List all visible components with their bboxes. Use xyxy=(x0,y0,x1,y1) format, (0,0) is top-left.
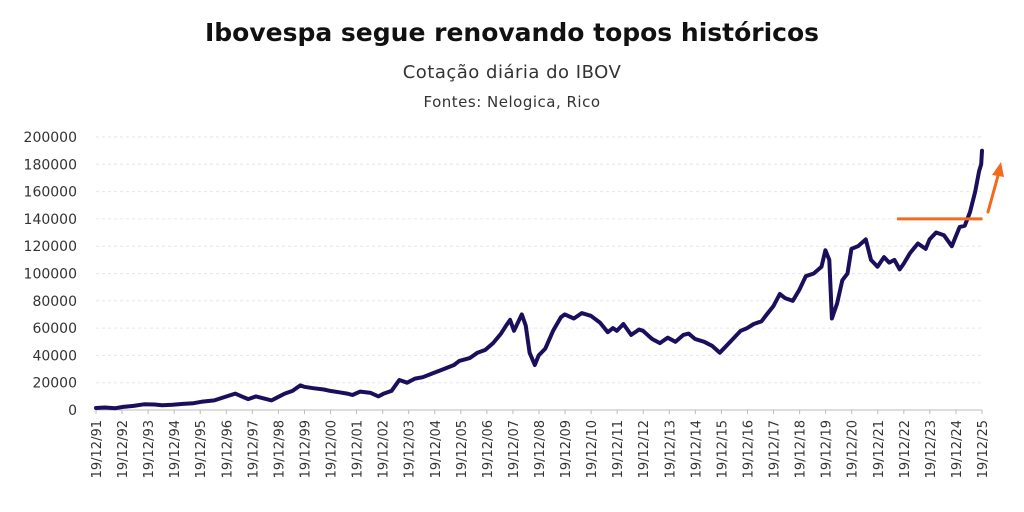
x-tick-label: 19/12/01 xyxy=(351,420,366,478)
x-tick-label: 19/12/93 xyxy=(142,420,157,478)
y-tick-label: 60000 xyxy=(32,321,77,337)
x-tick-label: 19/12/99 xyxy=(298,420,313,478)
x-tick-label: 19/12/25 xyxy=(976,420,991,478)
x-tick-label: 19/12/02 xyxy=(377,420,392,478)
x-tick-label: 19/12/13 xyxy=(663,420,678,478)
x-tick-label: 19/12/06 xyxy=(481,420,496,478)
chart-source: Fontes: Nelogica, Rico xyxy=(423,93,601,111)
y-tick-label: 20000 xyxy=(32,376,77,392)
x-tick-label: 19/12/16 xyxy=(741,420,756,478)
x-tick-label: 19/12/05 xyxy=(455,420,470,478)
y-tick-label: 180000 xyxy=(24,157,77,173)
x-tick-label: 19/12/19 xyxy=(820,420,835,478)
x-tick-label: 19/12/98 xyxy=(272,420,287,478)
x-tick-label: 19/12/12 xyxy=(637,420,652,478)
x-tick-label: 19/12/24 xyxy=(950,420,965,478)
y-tick-label: 0 xyxy=(68,403,77,419)
x-tick-label: 19/12/03 xyxy=(403,420,418,478)
x-tick-label: 19/12/00 xyxy=(325,420,340,478)
series-area xyxy=(94,148,984,411)
x-tick-label: 19/12/17 xyxy=(768,420,783,478)
x-tick-label: 19/12/08 xyxy=(533,420,548,478)
x-tick-label: 19/12/11 xyxy=(611,420,626,478)
x-tick-label: 19/12/21 xyxy=(872,420,887,478)
y-tick-label: 80000 xyxy=(32,294,77,310)
x-tick-label: 19/12/15 xyxy=(715,420,730,478)
x-tick-label: 19/12/14 xyxy=(689,420,704,478)
y-tick-label: 140000 xyxy=(24,212,77,228)
y-tick-label: 200000 xyxy=(24,130,77,146)
x-tick-label: 19/12/23 xyxy=(924,420,939,478)
y-tick-label: 100000 xyxy=(24,267,77,283)
chart-title: Ibovespa segue renovando topos histórico… xyxy=(204,18,820,47)
trend-arrow-head-icon xyxy=(992,162,1004,177)
x-tick-label: 19/12/91 xyxy=(90,420,105,478)
x-tick-label: 19/12/95 xyxy=(194,420,209,478)
x-tick-label: 19/12/22 xyxy=(898,420,913,478)
ibov-series-line xyxy=(94,148,984,411)
y-tick-label: 40000 xyxy=(32,348,77,364)
x-tick-label: 19/12/96 xyxy=(220,420,235,478)
y-axis: 0 20000 40000 60000 80000 100000 120000 140000 1… xyxy=(24,130,77,419)
x-tick-label: 19/12/92 xyxy=(116,420,131,478)
x-tick-label: 19/12/18 xyxy=(794,420,809,478)
y-tick-label: 120000 xyxy=(24,239,77,255)
y-tick-label: 160000 xyxy=(24,185,77,201)
chart-subtitle: Cotação diária do IBOV xyxy=(402,62,622,83)
x-tick-label: 19/12/94 xyxy=(168,420,183,478)
x-tick-label: 19/12/04 xyxy=(429,420,444,478)
trend-arrow-shaft xyxy=(986,170,1001,214)
x-tick-label: 19/12/07 xyxy=(507,420,522,478)
x-tick-label: 19/12/10 xyxy=(585,420,600,478)
x-tick-label: 19/12/97 xyxy=(246,420,261,478)
grid-lines xyxy=(96,136,982,384)
x-tick-label: 19/12/09 xyxy=(559,420,574,478)
x-tick-label: 19/12/20 xyxy=(846,420,861,478)
annotations xyxy=(897,162,1004,221)
x-axis: 19/12/91 19/12/92 19/12/93 19/12/94 19/12/95… xyxy=(90,409,991,478)
